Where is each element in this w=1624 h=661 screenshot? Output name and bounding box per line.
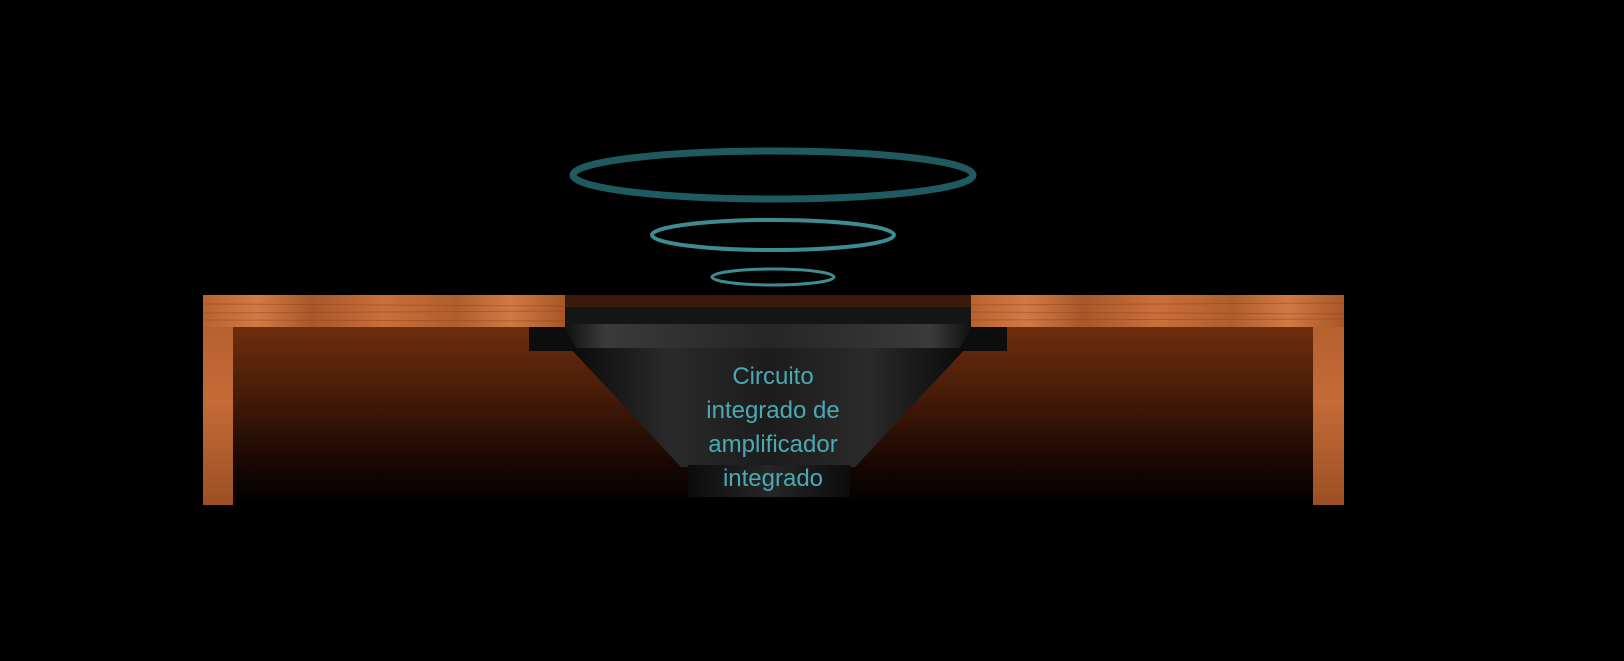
- sound-wave-inner: [710, 267, 836, 287]
- amplifier-label-line-3: amplificador: [708, 431, 838, 458]
- amplifier-label-line-4: integrado: [722, 465, 824, 492]
- cabinet-top-right: [971, 295, 1344, 327]
- amplifier-label-line-2: integrado de: [706, 397, 840, 424]
- sound-wave-outer: [569, 147, 977, 203]
- sound-wave-middle: [650, 218, 896, 252]
- amplifier-label: Circuito integrado de amplificador integ…: [673, 360, 873, 496]
- speaker-magnet: [688, 465, 850, 497]
- wood-grain: [202, 302, 1345, 322]
- speaker-surround: [565, 307, 971, 324]
- cabinet-top-left: [203, 295, 565, 327]
- cabinet-left-wall: [203, 300, 233, 505]
- amplifier-label-line-1: Circuito: [732, 363, 814, 390]
- cabinet-right-wall: [1313, 300, 1344, 505]
- speaker-cone: [570, 348, 966, 467]
- speaker-top-plate: [565, 295, 971, 307]
